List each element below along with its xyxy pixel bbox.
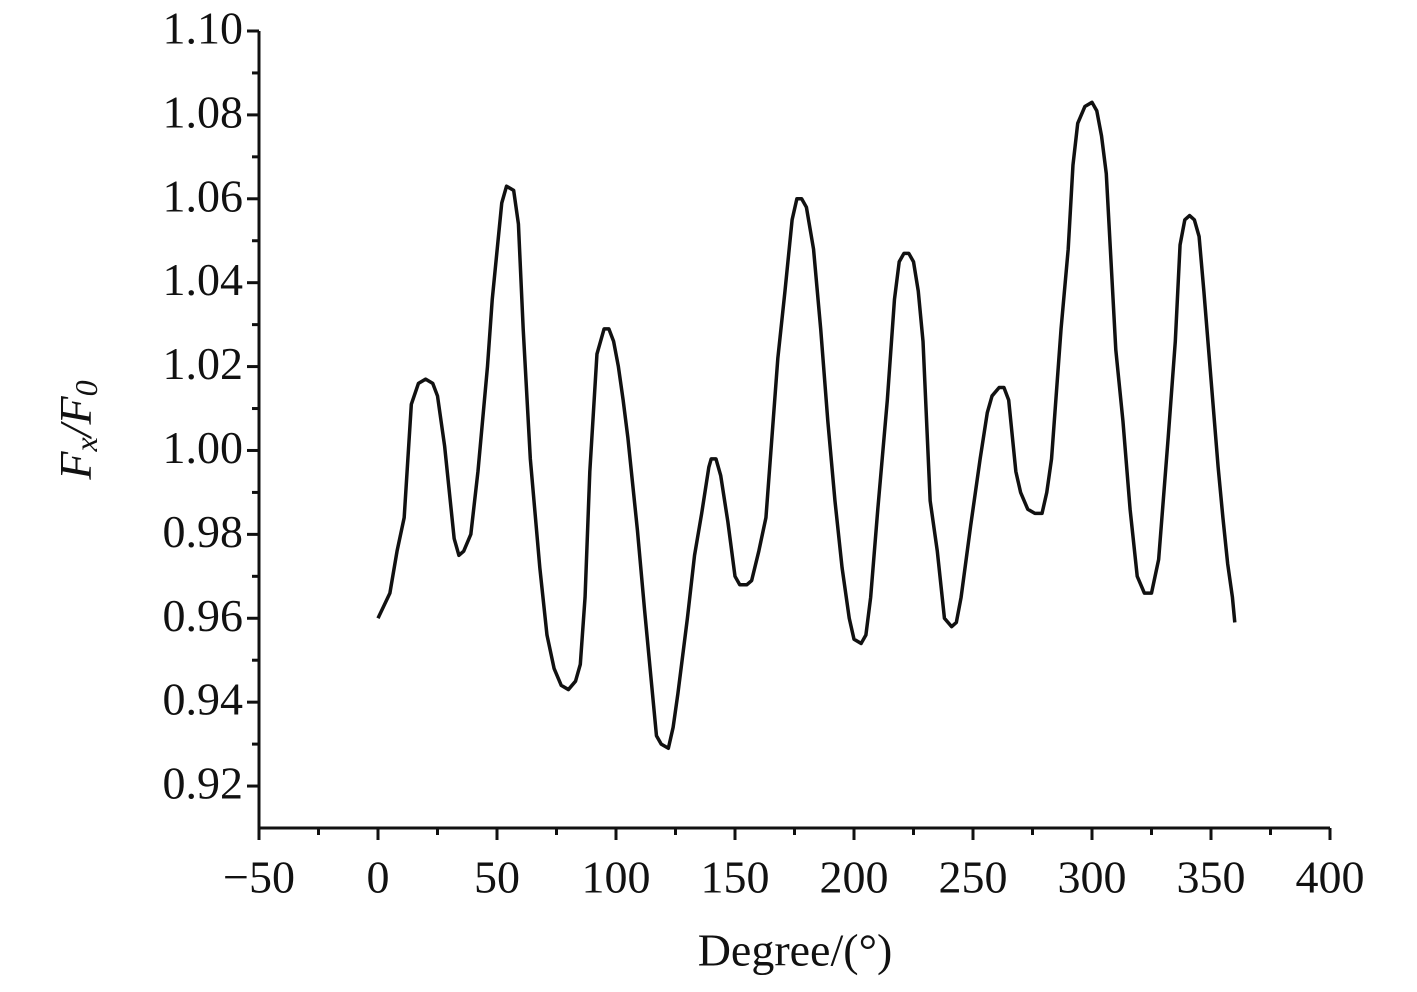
x-tick-label: 300 xyxy=(1058,852,1127,903)
y-tick-label: 1.08 xyxy=(163,86,244,137)
y-tick-label: 1.00 xyxy=(163,422,244,473)
x-tick-label: 0 xyxy=(367,852,390,903)
x-tick-label: 150 xyxy=(701,852,770,903)
y-tick-label: 1.02 xyxy=(163,338,244,389)
y-axis-label: Fx/F0 xyxy=(50,380,105,480)
y-tick-label: 1.06 xyxy=(163,170,244,221)
x-tick-label: 350 xyxy=(1177,852,1246,903)
y-tick-label: 1.10 xyxy=(163,3,244,54)
x-tick-label: 200 xyxy=(820,852,889,903)
x-tick-label: 50 xyxy=(474,852,520,903)
y-label-part: F xyxy=(50,396,101,426)
x-tick-label: 400 xyxy=(1296,852,1365,903)
y-tick-label: 0.96 xyxy=(163,590,244,641)
x-tick-label: 100 xyxy=(582,852,651,903)
y-tick-label: 0.98 xyxy=(163,506,244,557)
y-label-part: F xyxy=(50,451,101,481)
data-line xyxy=(376,100,1237,751)
y-tick-label: 1.04 xyxy=(163,254,244,305)
x-tick-label: 250 xyxy=(939,852,1008,903)
y-label-part: x xyxy=(68,437,104,452)
y-label-part: 0 xyxy=(68,380,104,396)
x-axis-label: Degree/(°) xyxy=(698,925,893,976)
x-tick-label: −50 xyxy=(223,852,295,903)
y-label-part: / xyxy=(50,420,101,440)
y-tick-label: 0.94 xyxy=(163,674,244,725)
y-tick-label: 0.92 xyxy=(163,758,244,809)
